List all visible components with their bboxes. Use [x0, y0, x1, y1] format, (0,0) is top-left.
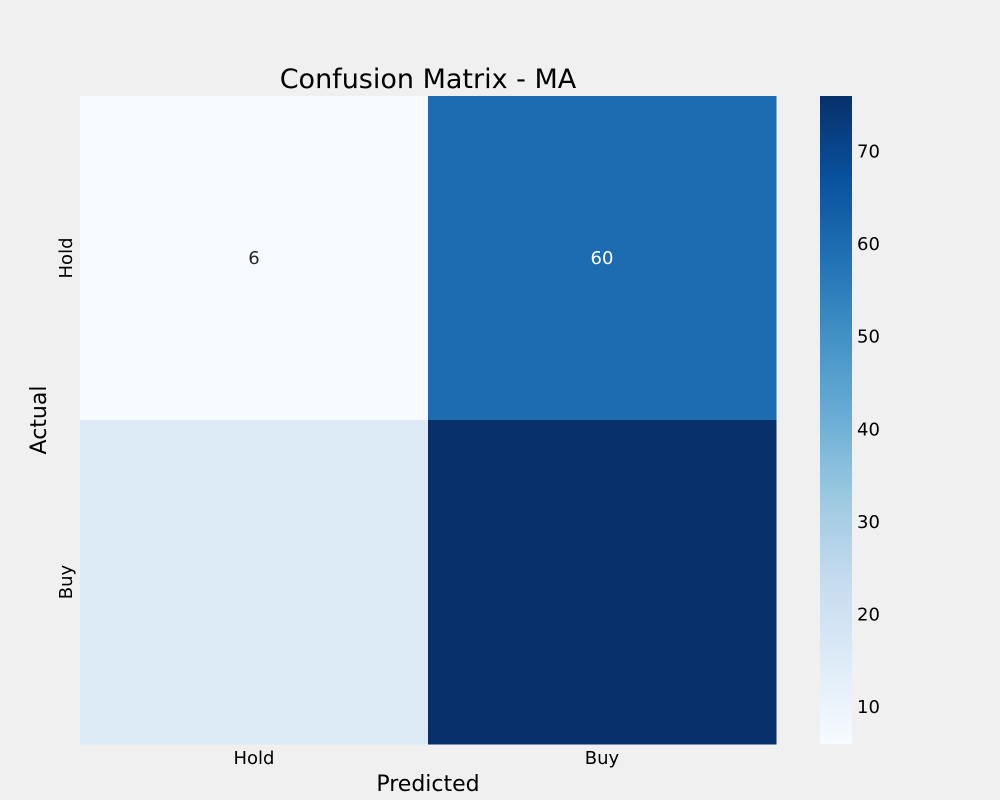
- colorbar-tick-label: 20: [857, 604, 880, 625]
- x-axis-label: Predicted: [376, 772, 479, 797]
- colorbar-gradient: [820, 96, 852, 744]
- x-tick-label: Hold: [234, 748, 275, 769]
- x-axis-ticks: Hold Buy: [234, 748, 620, 769]
- y-axis-ticks: Hold Buy: [56, 238, 77, 600]
- colorbar-tick-label: 60: [857, 234, 880, 255]
- colorbar-tick-label: 40: [857, 419, 880, 440]
- heatmap-cells: 6 60: [80, 96, 777, 745]
- heatmap-cell: [80, 96, 429, 421]
- y-axis-label: Actual: [27, 386, 52, 455]
- cell-value-label: 60: [591, 248, 614, 269]
- heatmap-cell: [80, 420, 429, 745]
- chart-title: Confusion Matrix - MA: [280, 64, 577, 95]
- colorbar-tick-label: 30: [857, 512, 880, 533]
- y-tick-label: Buy: [56, 564, 77, 599]
- colorbar-tick-label: 50: [857, 327, 880, 348]
- cell-value-label: 6: [248, 248, 259, 269]
- x-tick-label: Buy: [585, 748, 620, 769]
- colorbar-tick-label: 70: [857, 142, 880, 163]
- heatmap-cell: [428, 420, 777, 745]
- colorbar-ticks: 10 20 30 40 50 60 70: [857, 142, 880, 718]
- heatmap-cell: [428, 96, 777, 421]
- colorbar: [820, 96, 852, 744]
- y-tick-label: Hold: [56, 238, 77, 279]
- colorbar-tick-label: 10: [857, 697, 880, 718]
